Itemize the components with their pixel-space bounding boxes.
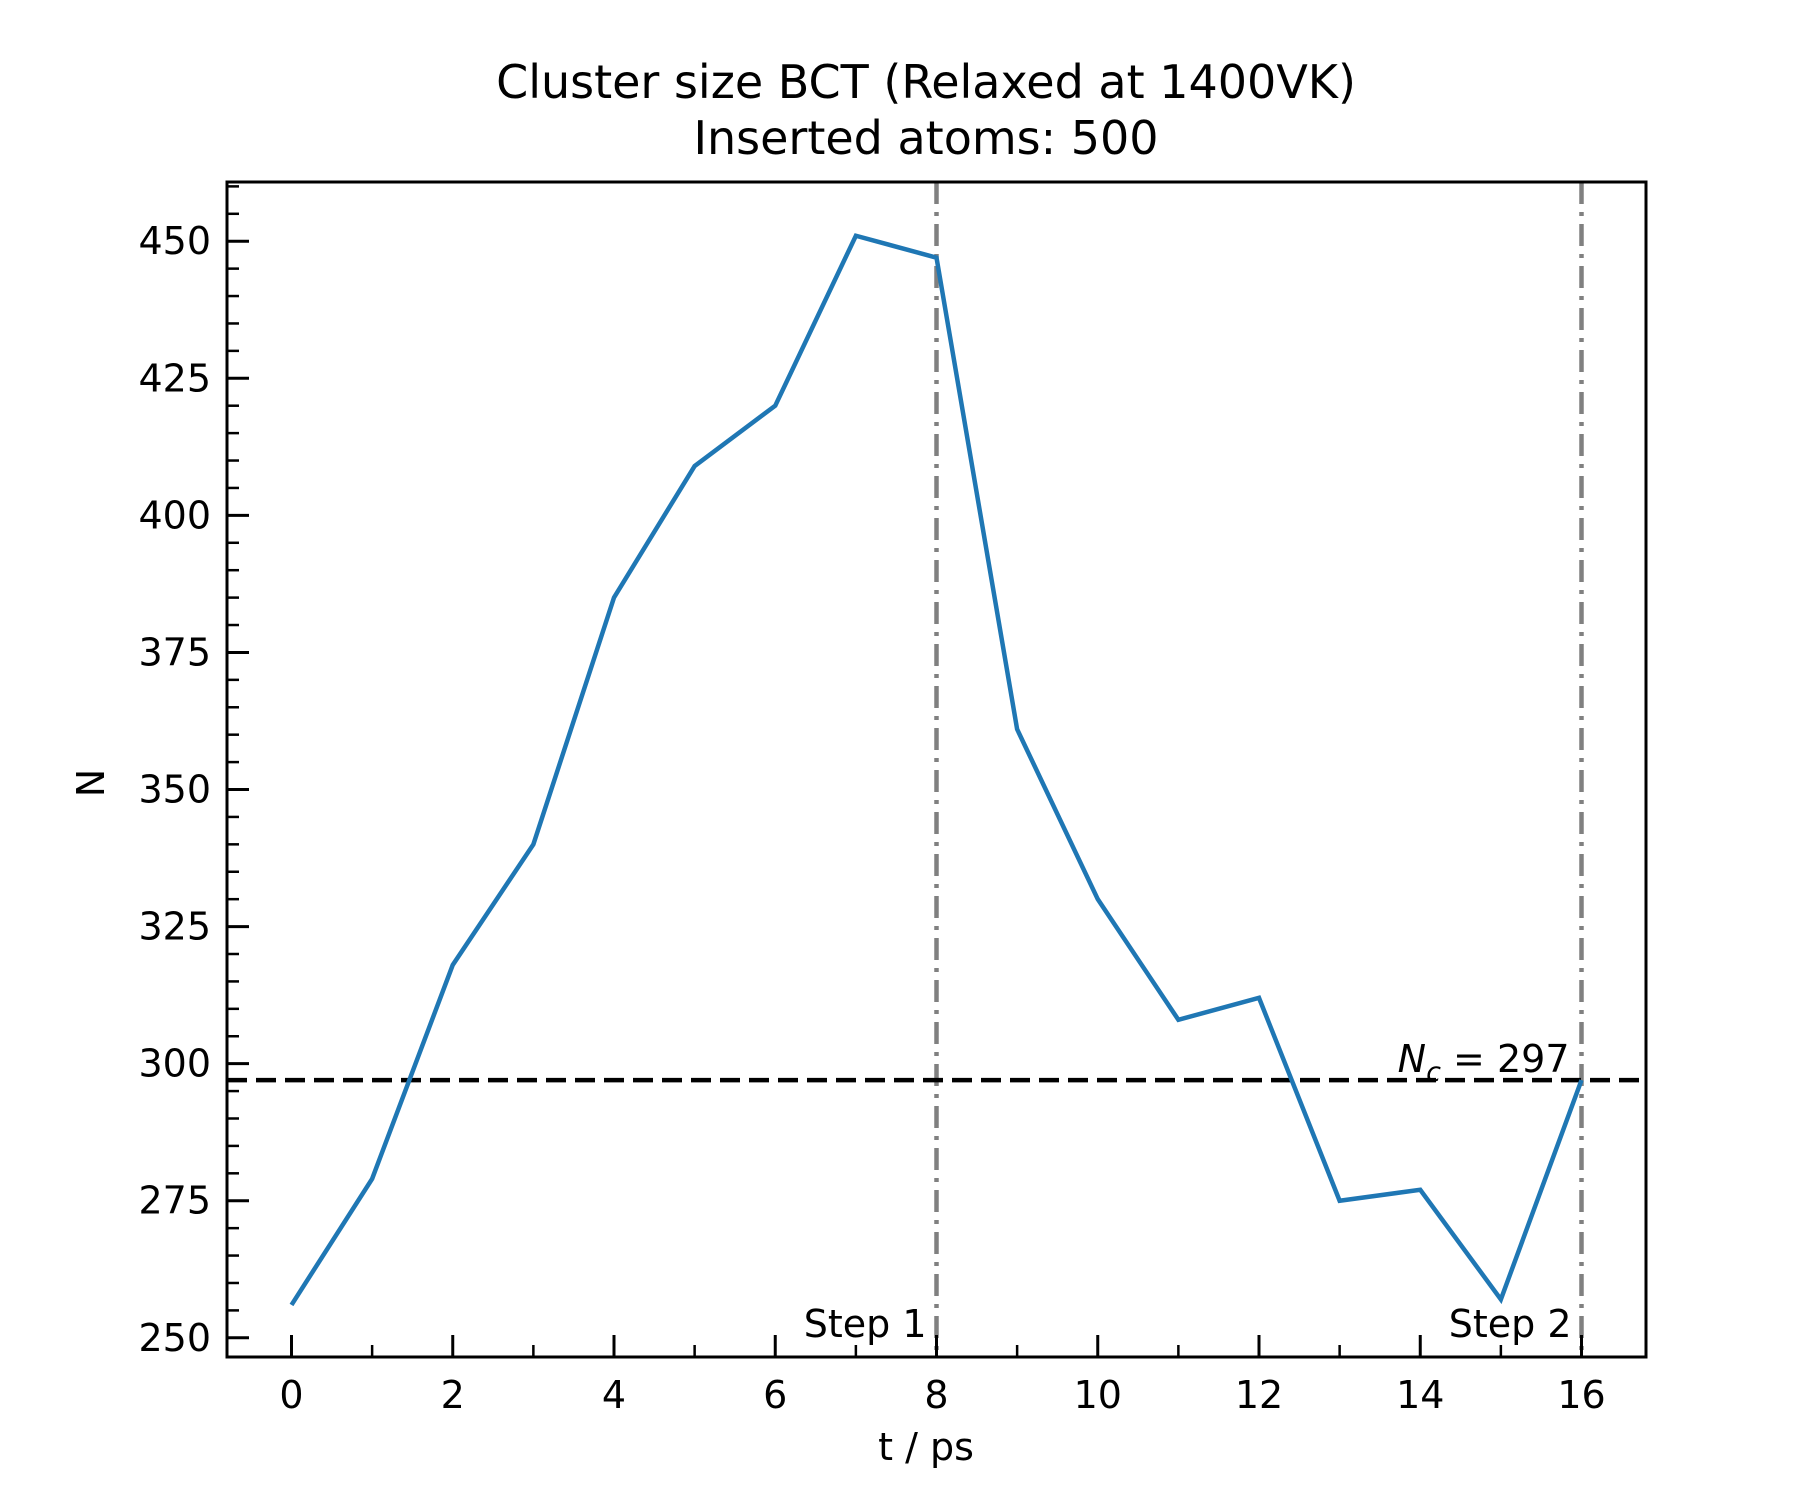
- chart-subtitle: Inserted atoms: 500: [693, 111, 1158, 165]
- y-axis-label: N: [69, 769, 113, 797]
- data-point: [614, 597, 615, 598]
- data-point: [1420, 1189, 1421, 1190]
- y-tick-label: 325: [138, 905, 211, 949]
- y-tick-label: 450: [138, 219, 211, 263]
- y-tick-label: 300: [138, 1042, 211, 1086]
- data-point: [936, 257, 937, 258]
- y-tick-label: 250: [138, 1316, 211, 1360]
- y-tick-label: 350: [138, 768, 211, 812]
- step-2-label: Step 2: [1449, 1302, 1572, 1346]
- y-tick-label: 425: [138, 356, 211, 400]
- reference-lines: [227, 182, 1646, 1357]
- x-tick-label: 0: [279, 1373, 303, 1417]
- x-tick-label: 14: [1396, 1373, 1444, 1417]
- data-point: [291, 1304, 292, 1305]
- data-point: [1017, 729, 1018, 730]
- x-tick-label: 8: [924, 1373, 948, 1417]
- data-point: [694, 466, 695, 467]
- series-line: [289, 233, 1584, 1307]
- data-point: [1178, 1019, 1179, 1020]
- y-tick-label: 275: [138, 1179, 211, 1223]
- data-point: [1097, 899, 1098, 900]
- data-point: [452, 964, 453, 965]
- plot-frame: [225, 180, 1648, 1359]
- data-point: [1581, 1080, 1582, 1081]
- data-point: [1339, 1200, 1340, 1201]
- step-1-label: Step 1: [804, 1302, 927, 1346]
- x-tick-label: 12: [1235, 1373, 1283, 1417]
- data-point: [1259, 997, 1260, 998]
- x-tick-label: 10: [1074, 1373, 1122, 1417]
- x-tick-label: 2: [441, 1373, 465, 1417]
- data-point: [775, 405, 776, 406]
- x-tick-label: 16: [1557, 1373, 1605, 1417]
- annotations: Step 1 Step 2 Nc = 297: [804, 1037, 1572, 1346]
- x-tick-label: 6: [763, 1373, 787, 1417]
- y-tick-label: 400: [138, 493, 211, 537]
- plot-area: 0 2 4 6 8 10 12 14 16 250 275 300 325 350 375 400 425 450…: [138, 180, 1648, 1417]
- chart-title: Cluster size BCT (Relaxed at 1400VK): [496, 55, 1356, 109]
- threshold-label: Nc = 297: [1398, 1037, 1570, 1088]
- data-point: [372, 1178, 373, 1179]
- data-point: [533, 844, 534, 845]
- x-tick-label: 4: [602, 1373, 626, 1417]
- data-point: [855, 235, 856, 236]
- y-tick-label: 375: [138, 630, 211, 674]
- axis-ticks: 0 2 4 6 8 10 12 14 16 250 275 300 325 350 375 400 425 450: [138, 185, 1606, 1417]
- x-axis-label: t / ps: [878, 1425, 974, 1469]
- data-point: [1500, 1299, 1501, 1300]
